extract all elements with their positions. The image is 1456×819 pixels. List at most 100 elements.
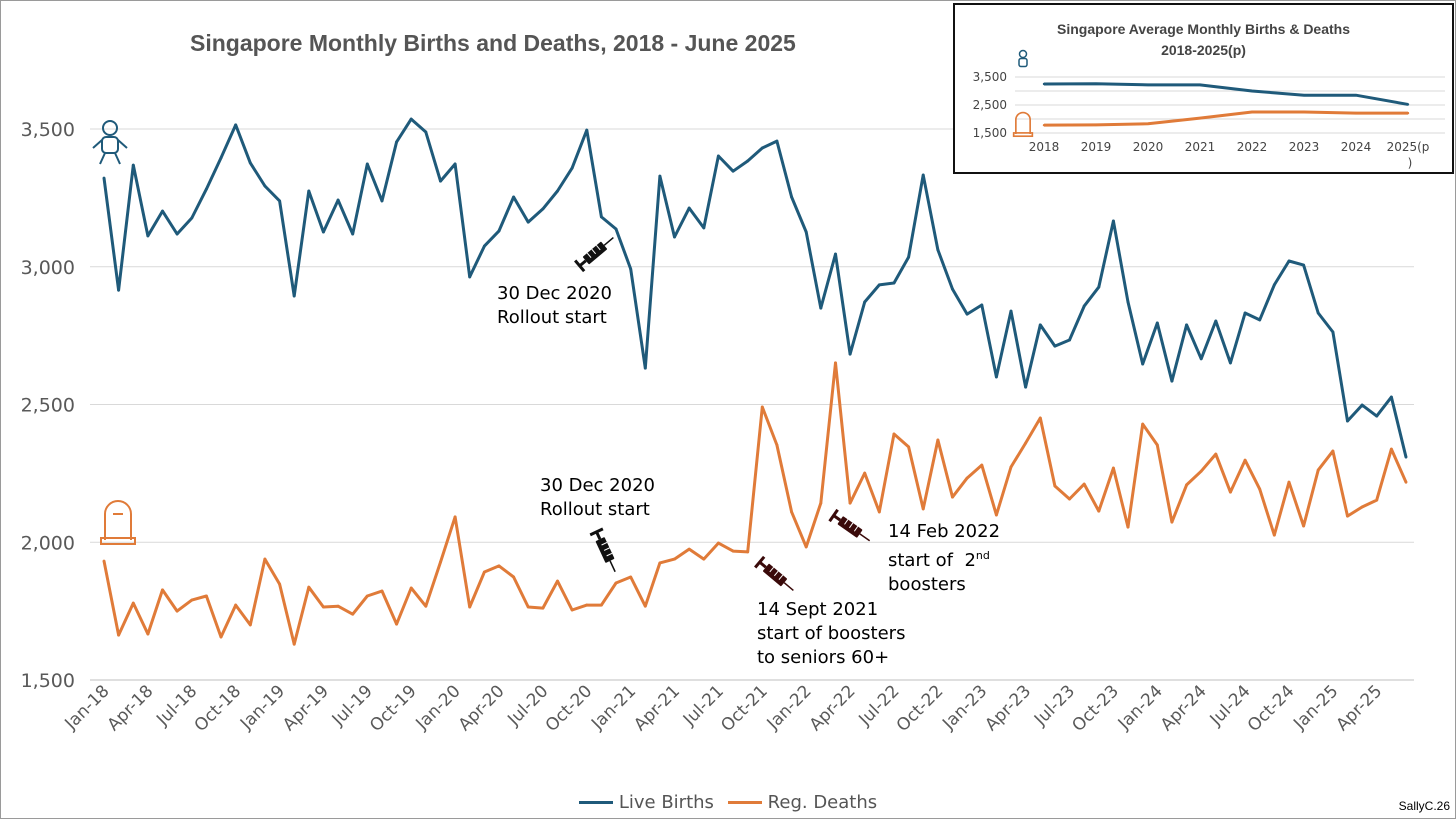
births-point	[205, 187, 208, 191]
deaths-point	[965, 476, 969, 480]
baby-icon	[92, 120, 128, 165]
births-point	[1243, 311, 1247, 315]
tombstone-stone	[104, 500, 132, 540]
annotation-line: start of boosters	[757, 623, 906, 644]
deaths-point	[643, 604, 647, 608]
tombstone-icon	[100, 500, 136, 545]
deaths-point	[1068, 497, 1071, 501]
deaths-point	[1258, 487, 1262, 491]
deaths-point	[556, 579, 559, 583]
deaths-point	[1024, 441, 1028, 445]
deaths-point	[951, 495, 954, 499]
syringe-icon	[574, 236, 614, 273]
y-tick-label: 3,000	[21, 257, 75, 279]
syringe-mark	[586, 252, 592, 258]
annotation-line: boosters	[888, 574, 966, 595]
x-tick-label: Oct-20	[542, 681, 597, 736]
births-point	[819, 306, 823, 310]
births-point	[131, 163, 135, 167]
inset-x-tick-label: 2021	[1185, 140, 1216, 154]
births-point	[1068, 338, 1071, 342]
annotation-second-boosters: 14 Feb 2022 start of 2nd boosters	[888, 520, 1000, 597]
deaths-point	[1272, 533, 1276, 537]
legend-item-reg-deaths[interactable]: Reg. Deaths	[727, 792, 878, 813]
inset-births-point	[1354, 94, 1358, 97]
syringe-needle	[609, 560, 616, 573]
syringe-mark	[601, 541, 608, 546]
syringe-mark	[606, 552, 613, 557]
legend-item-live-births[interactable]: Live Births	[578, 792, 714, 813]
births-point	[161, 209, 164, 213]
deaths-point	[731, 549, 735, 553]
deaths-point	[629, 575, 633, 579]
x-tick-label: Jan-20	[412, 681, 465, 734]
deaths-point	[614, 581, 618, 585]
deaths-point	[292, 642, 296, 646]
deaths-point	[1214, 452, 1218, 456]
deaths-point	[453, 515, 457, 519]
births-point	[497, 229, 501, 233]
x-tick-label: Oct-23	[1068, 681, 1123, 736]
x-tick-label: Apr-22	[806, 681, 860, 735]
births-point	[1009, 309, 1013, 313]
tombstone-base	[100, 537, 136, 545]
inset-y-tick-label: 2,500	[973, 98, 1007, 112]
x-tick-label: Jan-25	[1289, 681, 1342, 734]
births-point	[102, 176, 106, 180]
syringe-handle	[574, 259, 586, 273]
deaths-point	[102, 559, 106, 563]
inset-title: Singapore Average Monthly Births & Death…	[955, 19, 1452, 61]
inset-tombstone-icon	[1012, 111, 1034, 138]
syringe-handle	[828, 508, 839, 523]
births-point	[351, 232, 355, 236]
inset-deaths-point	[1042, 123, 1046, 127]
births-point	[1375, 414, 1379, 418]
inset-title-line: 2018-2025(p)	[1161, 42, 1246, 58]
inset-births-point	[1198, 83, 1202, 87]
annotation-line: start of 2	[888, 550, 976, 571]
deaths-point	[877, 510, 881, 514]
births-point	[1053, 344, 1057, 348]
births-point	[643, 366, 647, 370]
inset-x-tick-label: 2024	[1341, 140, 1372, 154]
annotation-rollout-births: 30 Dec 2020 Rollout start	[497, 282, 612, 330]
annotation-line: 14 Sept 2021	[757, 599, 879, 620]
births-point	[117, 288, 121, 292]
deaths-point	[1389, 447, 1393, 451]
legend-label: Reg. Deaths	[767, 792, 878, 813]
deaths-point	[541, 606, 545, 610]
births-point	[599, 215, 603, 219]
births-point	[336, 198, 340, 202]
births-point	[629, 267, 633, 271]
births-point	[1258, 318, 1262, 322]
x-tick-label: Jan-19	[236, 681, 289, 734]
births-point	[234, 123, 238, 127]
inset-y-tick-label: 1,500	[973, 126, 1007, 140]
x-tick-label: Oct-19	[366, 681, 421, 736]
inset-deaths-point	[1406, 111, 1410, 115]
deaths-point	[1112, 466, 1115, 470]
births-point	[1287, 259, 1291, 263]
deaths-point	[1126, 525, 1130, 529]
births-point	[717, 154, 720, 158]
x-tick-label: Jan-23	[938, 681, 991, 734]
deaths-point	[497, 564, 501, 568]
x-tick-label: Apr-20	[455, 681, 509, 735]
births-point	[1112, 219, 1115, 223]
deaths-point	[365, 594, 369, 598]
births-point	[702, 226, 706, 230]
x-tick-label: Apr-25	[1332, 681, 1386, 735]
inset-births-point	[1042, 82, 1046, 86]
deaths-point	[1360, 505, 1364, 509]
births-point	[892, 281, 896, 285]
births-point	[863, 300, 867, 304]
deaths-point	[702, 557, 706, 561]
y-tick-label: 1,500	[21, 670, 75, 692]
births-point	[322, 230, 325, 234]
births-point	[526, 220, 530, 224]
deaths-point	[570, 608, 574, 612]
births-point	[980, 303, 984, 307]
deaths-point	[1082, 482, 1086, 486]
legend: Live Births Reg. Deaths	[0, 788, 1456, 813]
births-point	[746, 159, 750, 163]
